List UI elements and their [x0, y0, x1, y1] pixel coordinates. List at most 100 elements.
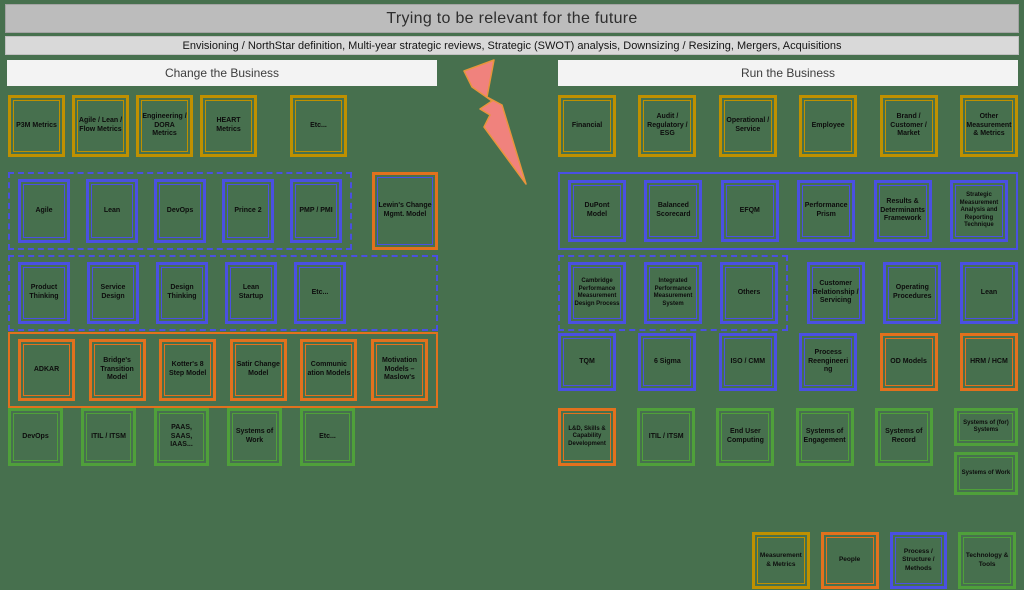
box-process-structure-methods: Process / Structure / Methods: [889, 532, 948, 589]
box-label: L&D, Skills & Capability Development: [568, 425, 606, 447]
box-measurement-metrics: Measurement & Metrics: [752, 532, 810, 589]
box-communic-ation-models: Communic ation Models: [300, 339, 358, 401]
box-iso-cmm: ISO / CMM: [718, 333, 777, 391]
box-label: People: [838, 556, 861, 564]
box-engineering-dora-metrics: Engineering / DORA Metrics: [136, 95, 193, 157]
box-adkar: ADKAR: [18, 339, 75, 401]
box-employee: Employee: [799, 95, 858, 157]
box-label: Other Measurement & Metrics: [966, 112, 1012, 138]
box-p3m-metrics: P3M Metrics: [8, 95, 65, 157]
box-customer-relationship-servicing: Customer Relationship / Servicing: [806, 262, 865, 324]
box-others: Others: [720, 262, 778, 324]
box-label: Agile / Lean / Flow Metrics: [78, 117, 123, 133]
box-balanced-scorecard: Balanced Scorecard: [644, 180, 703, 242]
box-strategic-measurement-analysis-and-reporting-technique: Strategic Measurement Analysis and Repor…: [949, 180, 1008, 242]
box-6-sigma: 6 Sigma: [638, 333, 697, 391]
section-header-run-the-business: Run the Business: [558, 60, 1018, 86]
run-the-business-area: Financial Audit / Regulatory / ESG Operati…: [558, 0, 1018, 590]
box-itil-itsm: ITIL / ITSM: [81, 408, 136, 466]
box-service-design: Service Design: [87, 262, 139, 324]
legend: Measurement & Metrics People Process / Str…: [752, 532, 1016, 589]
half-left-row-3: Product Thinking Service Design Design Thi…: [8, 255, 438, 331]
group-container: Product Thinking Service Design Design Thi…: [8, 255, 438, 331]
box-label: Systems of Work: [961, 469, 1011, 476]
box-devops: DevOps: [154, 179, 206, 243]
box-label: Employee: [811, 121, 845, 129]
box-systems-of-record: Systems of Record: [874, 408, 933, 466]
box-itil-itsm: ITIL / ITSM: [637, 408, 696, 466]
box-satir-change-model: Satir Change Model: [229, 339, 287, 401]
section-header-label: Run the Business: [740, 66, 836, 80]
box-label: Satir Change Model: [236, 361, 280, 377]
box-efqm: EFQM: [720, 180, 779, 242]
box-label: Measurement & Metrics: [759, 552, 802, 568]
box-hrm-hcm: HRM / HCM: [959, 333, 1018, 391]
change-the-business-area: P3M Metrics Agile / Lean / Flow Metrics En…: [8, 0, 438, 590]
box-label: Integrated Performance Measurement Syste…: [653, 278, 693, 307]
box-label: Lean: [103, 206, 121, 214]
box-systems-of-work: Systems of Work: [227, 408, 282, 466]
box-label: Audit / Regulatory / ESG: [647, 112, 688, 138]
group-container: Cambridge Performance Measurement Design…: [558, 255, 788, 331]
box-label: Etc...: [311, 288, 329, 296]
box-label: OD Models: [890, 357, 927, 365]
title-bar: Trying to be relevant for the future: [5, 4, 1019, 33]
half-right-row-1: Financial Audit / Regulatory / ESG Operati…: [558, 95, 1018, 157]
box-label: Systems of Record: [885, 428, 923, 444]
page-title: Trying to be relevant for the future: [386, 9, 638, 27]
box-label: DevOps: [166, 206, 194, 214]
half-right-row-2: DuPont Model Balanced Scorecard EFQM Perfor…: [558, 172, 1018, 250]
box-l-d-skills-capability-development: L&D, Skills & Capability Development: [558, 408, 616, 466]
box-label: Etc...: [310, 121, 327, 129]
box-kotter-s-8-step-model: Kotter's 8 Step Model: [159, 339, 217, 401]
box-agile: Agile: [18, 179, 70, 243]
box-label: Design Thinking: [167, 284, 197, 300]
box-label: Others: [737, 288, 761, 296]
box-label: Kotter's 8 Step Model: [169, 361, 207, 377]
group-container: ADKAR Bridge's Transition Model Kotter's 8…: [8, 332, 438, 408]
half-right-row-5: L&D, Skills & Capability Development ITIL…: [558, 408, 1018, 495]
box-label: EFQM: [739, 206, 760, 214]
box-integrated-performance-measurement-system: Integrated Performance Measurement Syste…: [644, 262, 702, 324]
box-etc: Etc...: [290, 95, 347, 157]
box-label: DevOps: [22, 432, 49, 440]
box-lean: Lean: [959, 262, 1018, 324]
box-label: P3M Metrics: [16, 121, 57, 129]
box-paas-saas-iaas: PAAS, SAAS, IAAS...: [154, 408, 209, 466]
box-end-user-computing: End User Computing: [716, 408, 775, 466]
box-label: Brand / Customer / Market: [890, 112, 927, 138]
box-label: Systems of Work: [235, 428, 274, 444]
box-label: Strategic Measurement Analysis and Repor…: [959, 192, 999, 229]
subtitle-text: Envisioning / NorthStar definition, Mult…: [182, 39, 842, 52]
box-label: 6 Sigma: [653, 357, 681, 365]
box-tqm: TQM: [558, 333, 616, 391]
box-operating-procedures: Operating Procedures: [883, 262, 942, 324]
box-label: DuPont Model: [584, 202, 610, 218]
half-left-row-5: DevOps ITIL / ITSM PAAS, SAAS, IAAS... Syst…: [8, 408, 438, 466]
half-left-row-1: P3M Metrics Agile / Lean / Flow Metrics En…: [8, 95, 438, 157]
box-label: Technology & Tools: [965, 552, 1009, 568]
box-dupont-model: DuPont Model: [568, 180, 626, 242]
box-label: Bridge's Transition Model: [100, 356, 134, 382]
box-label: Systems of Engagement: [803, 428, 846, 444]
box-label: Prince 2: [234, 206, 262, 214]
box-label: ITIL / ITSM: [91, 432, 126, 440]
box-label: ITIL / ITSM: [648, 432, 684, 440]
half-right-row-4: TQM 6 Sigma ISO / CMM Process Reengineeri n…: [558, 333, 1018, 391]
box-label: Systems of (for) Systems: [963, 419, 1009, 434]
box-label: HEART Metrics: [216, 117, 241, 133]
box-etc: Etc...: [294, 262, 346, 324]
box-systems-of-for-systems: Systems of (for) Systems: [953, 408, 1018, 446]
box-label: Operational / Service: [726, 117, 770, 133]
box-prince-2: Prince 2: [222, 179, 274, 243]
box-label: Communic ation Models: [307, 361, 351, 377]
box-bridge-s-transition-model: Bridge's Transition Model: [88, 339, 146, 401]
box-od-models: OD Models: [879, 333, 938, 391]
half-left-row-4: ADKAR Bridge's Transition Model Kotter's 8…: [8, 332, 438, 408]
box-label: Agile: [35, 206, 53, 214]
box-financial: Financial: [558, 95, 616, 157]
box-lean: Lean: [86, 179, 138, 243]
subtitle-bar: Envisioning / NorthStar definition, Mult…: [5, 36, 1019, 55]
box-motivation-models-maslow-s: Motivation Models – Maslow's: [370, 339, 428, 401]
